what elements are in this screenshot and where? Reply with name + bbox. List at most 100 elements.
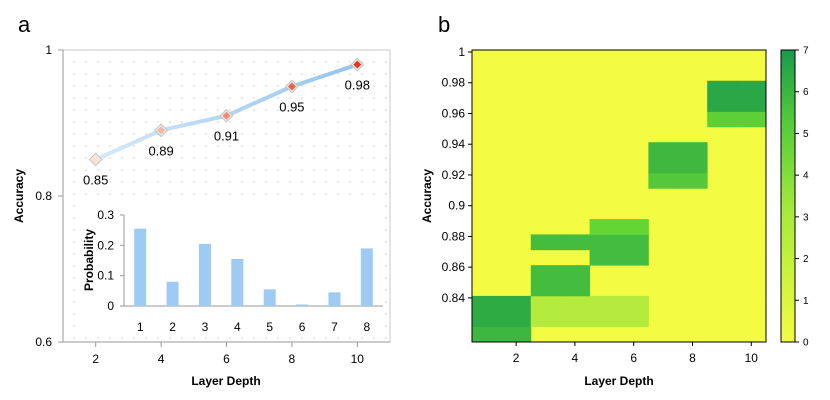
colorbar-tick-label: 4 [803,171,809,182]
line-x-title: Layer Depth [191,374,260,388]
inset-y-tick-label: 0.3 [97,208,114,222]
inset-bar [360,248,373,306]
line-y-tick-label: 1 [45,43,52,57]
heatmap-cell [530,280,561,297]
heatmap-cell [619,234,649,251]
line-x-tick-label: 4 [158,352,165,366]
heatmap-cell [648,157,679,174]
heatmap-cell [707,96,737,112]
inset-bar [166,281,179,306]
heatmap-cell [677,157,708,174]
heatmap-cell [472,326,502,343]
heatmap-cell [589,311,620,328]
heatmap-cell [648,142,679,158]
colorbar [780,49,796,343]
accuracy-data-labels: 0.85 0.89 0.91 0.95 0.98 [83,78,370,188]
heatmap-frame [471,49,767,343]
panel-a-letter: a [18,12,31,37]
heatmap-cell [677,172,708,189]
heatmap-cell [560,295,590,312]
accuracy-marker [284,79,299,94]
heatmap-cell [501,295,532,312]
inset-y-tick-label: 0.2 [97,238,114,252]
inset-x-tick-label: 7 [331,320,338,334]
heatmap-x-title: Layer Depth [584,374,653,388]
inset-bar [263,289,276,306]
colorbar-ticks: 0 1 2 3 4 5 6 7 [795,46,809,349]
accuracy-marker [88,152,103,167]
colorbar-tick-label: 7 [803,46,809,57]
accuracy-marker [350,57,365,72]
accuracy-data-label: 0.95 [279,100,304,115]
accuracy-marker [154,123,169,138]
heatmap-y-tick-label: 0.92 [442,168,466,182]
heatmap-cell [560,280,590,297]
heatmap-cell [560,311,590,328]
inset-x-tick-label: 4 [234,320,241,334]
heatmap-cell [619,311,649,328]
heatmap-y-tick-label: 0.88 [442,229,466,243]
heatmap-cell [619,219,649,235]
heatmap-cell [707,111,737,128]
line-x-tick-label: 2 [92,352,99,366]
accuracy-marker [219,108,234,123]
inset-x-tick-label: 8 [363,320,370,334]
colorbar-tick-label: 0 [803,338,809,349]
heatmap-y-tick-label: 0.84 [442,291,466,305]
accuracy-data-label: 0.91 [214,129,239,144]
line-y-tick-label: 0.6 [35,335,52,349]
heatmap-cell [677,142,708,158]
accuracy-data-label: 0.89 [148,143,173,158]
accuracy-data-label: 0.98 [345,78,370,93]
inset-x-tick-label: 2 [169,320,176,334]
heatmap-x-tick-label: 8 [689,351,696,365]
inset-y-tick-label: 0 [107,299,114,313]
heatmap-cell [589,234,620,251]
heatmap-cell [736,96,767,112]
heatmap-cell [589,295,620,312]
colorbar-tick-label: 6 [803,87,809,98]
inset-x-tick-label: 1 [137,320,144,334]
heatmap-cell [530,234,561,251]
heatmap-x-tick-label: 2 [513,351,520,365]
heatmap-cell [619,249,649,266]
accuracy-marker-inner [222,111,231,120]
inset-bars [134,228,373,306]
heatmap-cell [472,311,502,328]
heatmap-x-tick-label: 4 [572,351,579,365]
accuracy-markers [88,57,365,167]
inset-x-tick-label: 6 [299,320,306,334]
heatmap-cell [619,295,649,312]
heatmap-y-tick-label: 0.86 [442,260,466,274]
heatmap-y-tick-label: 0.98 [442,76,466,90]
heatmap-cells [472,80,767,343]
heatmap-cell [530,295,561,312]
heatmap-y-tick-label: 0.9 [448,199,465,213]
inset-x-tick-label: 5 [266,320,273,334]
heatmap-x-tick-label: 10 [745,351,759,365]
heatmap-axis-ticks: 2 4 6 8 10 1 0.98 0.96 0.94 0.92 0.9 0.88 0.86 0.84 [442,45,759,365]
line-y-tick-label: 0.8 [35,189,52,203]
heatmap-cell [648,172,679,189]
inset-bar [198,243,211,306]
inset-x-tick-label: 3 [202,320,209,334]
inset-bar [134,228,147,306]
heatmap-y-tick-label: 0.96 [442,106,466,120]
panel-b-letter: b [438,12,450,37]
heatmap-cell [707,80,737,97]
heatmap-cell [560,234,590,251]
heatmap-cell [501,326,532,343]
heatmap-cell [589,249,620,266]
heatmap-cell [736,111,767,128]
inset-bar [296,304,309,306]
heatmap-y-tick-label: 1 [458,45,465,59]
inset-y-title: Probability [82,229,96,291]
accuracy-data-label: 0.85 [83,173,108,188]
line-x-tick-label: 6 [223,352,230,366]
heatmap-cell [736,80,767,97]
colorbar-tick-label: 5 [803,129,809,140]
heatmap-cell [589,219,620,235]
heatmap-x-tick-label: 6 [630,351,637,365]
line-x-tick-label: 8 [289,352,296,366]
